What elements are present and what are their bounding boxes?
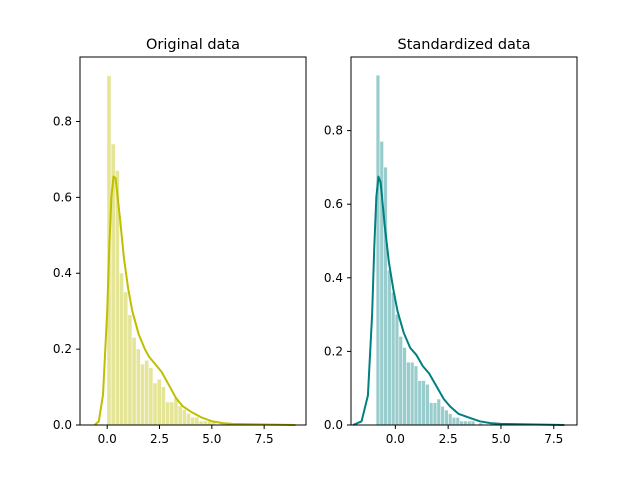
histogram-bar — [132, 337, 136, 425]
histogram-bar — [199, 421, 203, 425]
histogram-bar — [418, 380, 422, 425]
histogram-bar — [165, 402, 170, 425]
histogram-bar — [203, 421, 208, 425]
histogram-bar — [174, 398, 178, 425]
kde-line — [93, 175, 296, 426]
histogram-bar — [153, 383, 157, 425]
histogram-bar — [182, 409, 187, 425]
histogram-bar — [410, 362, 414, 425]
histogram-bar — [395, 314, 399, 425]
histogram-bar — [195, 417, 199, 425]
histogram-bar — [467, 421, 471, 425]
histogram-bar — [421, 380, 426, 425]
histogram-bar — [399, 336, 403, 425]
histogram-bar — [190, 417, 195, 425]
axes-frame — [79, 56, 307, 426]
y-tick-label: 0.4 — [324, 271, 343, 285]
histogram-bar — [128, 314, 132, 425]
x-tick-label: 5.0 — [491, 432, 510, 446]
histogram-bar — [123, 292, 128, 425]
histogram-bar — [448, 413, 452, 425]
x-tick-label: 2.5 — [439, 432, 458, 446]
histogram-bar — [380, 141, 384, 425]
histogram-bar — [456, 417, 460, 425]
histogram-bar — [136, 349, 141, 425]
histogram-bar — [115, 170, 120, 425]
histogram-bar — [459, 421, 464, 425]
histogram-bar — [433, 402, 437, 425]
y-tick-label: 0.8 — [53, 114, 72, 128]
histogram-bar — [383, 167, 388, 425]
histogram-bar — [149, 368, 153, 425]
histogram-bar — [452, 417, 456, 425]
histogram-bar — [444, 410, 448, 425]
histogram-bar — [463, 421, 467, 425]
histogram-bar — [391, 292, 395, 425]
histogram-bar — [471, 421, 475, 425]
y-tick-label: 0.6 — [53, 190, 72, 204]
x-tick-label: 7.5 — [544, 432, 563, 446]
histogram-bar — [437, 399, 441, 425]
histogram-bar — [406, 362, 410, 425]
y-tick-label: 0.0 — [324, 418, 343, 432]
axes-frame — [350, 56, 578, 426]
histogram-bar — [178, 406, 182, 425]
histogram-bar — [161, 387, 166, 425]
histogram-bar — [157, 379, 162, 425]
x-tick-label: 0.0 — [98, 432, 117, 446]
histogram-bar — [144, 360, 149, 425]
x-tick-label: 7.5 — [255, 432, 274, 446]
histogram-bar — [440, 406, 445, 425]
histogram-bar — [429, 402, 433, 425]
x-tick-label: 5.0 — [202, 432, 221, 446]
y-tick-label: 0.6 — [324, 197, 343, 211]
histogram-bar — [211, 421, 216, 425]
histogram-bar — [479, 423, 483, 425]
histogram-bar — [186, 413, 191, 425]
chart-original-data: 0.0 2.5 5.0 7.5 0.0 0.2 0.4 0.6 0.8 Original data — [53, 37, 307, 446]
histogram-bar — [169, 402, 174, 425]
y-tick-label: 0.4 — [53, 266, 72, 280]
histogram-bar — [402, 347, 407, 425]
y-tick-label: 0.2 — [324, 344, 343, 358]
y-tick-label: 0.2 — [53, 342, 72, 356]
y-tick-label: 0.0 — [53, 418, 72, 432]
histogram-bar — [376, 75, 380, 426]
chart-title: Original data — [146, 37, 240, 53]
kde-line — [352, 175, 565, 426]
histogram-bar — [425, 384, 429, 425]
chart-title: Standardized data — [398, 37, 531, 53]
histogram-bar — [119, 273, 124, 425]
histogram-bar — [140, 364, 145, 425]
chart-standardized-data: 0.0 2.5 5.0 7.5 0.0 0.2 0.4 0.6 0.8 Standardized … — [324, 37, 578, 446]
histogram-bar — [111, 144, 115, 425]
histogram-bar — [387, 270, 391, 425]
x-tick-label: 2.5 — [150, 432, 169, 446]
histogram-bar — [207, 421, 212, 425]
histogram-bar — [414, 366, 418, 425]
y-tick-label: 0.8 — [324, 124, 343, 138]
x-tick-label: 0.0 — [386, 432, 405, 446]
